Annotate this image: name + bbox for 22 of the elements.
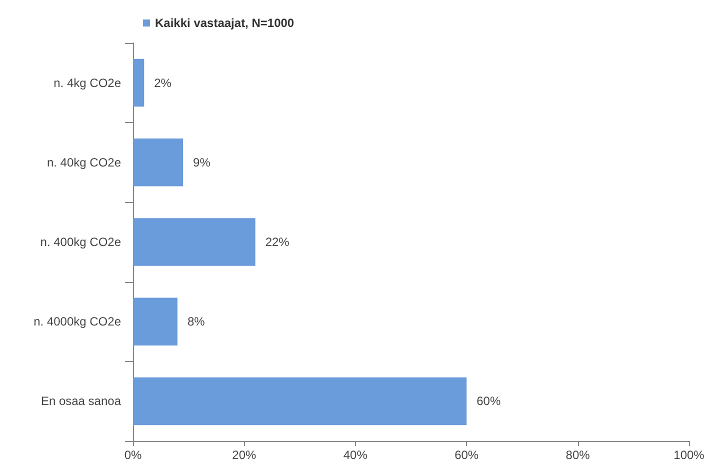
- x-tick-label: 100%: [674, 448, 705, 462]
- legend-label: Kaikki vastaajat, N=1000: [155, 16, 294, 30]
- data-label: 2%: [154, 76, 172, 90]
- x-tick-label: 80%: [566, 448, 590, 462]
- x-tick-label: 0%: [124, 448, 142, 462]
- y-tick-label: n. 4000kg CO2e: [34, 314, 122, 329]
- bar: [133, 58, 144, 107]
- x-tick-label: 60%: [454, 448, 479, 462]
- bar: [133, 298, 178, 346]
- y-tick-label: En osaa sanoa: [40, 394, 122, 408]
- bar: [133, 138, 184, 186]
- y-tick-label: n. 400kg CO2e: [40, 235, 122, 249]
- bar: [133, 218, 256, 266]
- x-tick-label: 20%: [232, 448, 257, 462]
- data-label: 22%: [265, 235, 290, 249]
- data-label: 8%: [187, 314, 206, 329]
- y-tick-label: n. 4kg CO2e: [54, 76, 122, 90]
- y-tick-label: n. 40kg CO2e: [46, 155, 122, 170]
- bar: [133, 377, 467, 426]
- data-label: 9%: [193, 155, 211, 170]
- x-tick-label: 40%: [343, 448, 368, 462]
- data-label: 60%: [476, 394, 501, 408]
